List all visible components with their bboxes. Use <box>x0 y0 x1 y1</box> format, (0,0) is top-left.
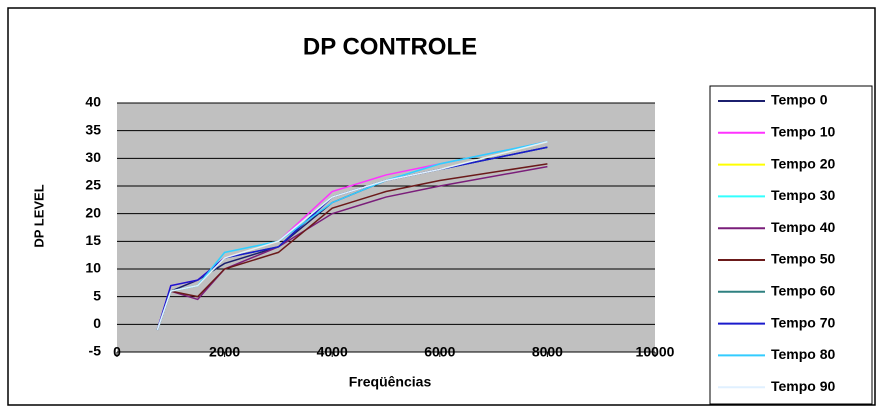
y-tick-label: 15 <box>85 232 101 248</box>
y-tick-label: 35 <box>85 121 101 137</box>
y-tick-label: 20 <box>85 204 101 220</box>
y-tick-label: -5 <box>89 343 102 359</box>
y-axis-label: DP LEVEL <box>31 184 46 247</box>
series-line <box>156 141 548 331</box>
legend-label: Tempo 0 <box>771 92 828 108</box>
x-tick-label: 8000 <box>532 344 563 360</box>
legend-label: Tempo 50 <box>771 251 836 267</box>
x-tick-label: 4000 <box>317 344 348 360</box>
legend-label: Tempo 10 <box>771 124 836 140</box>
y-tick-label: 25 <box>85 177 101 193</box>
legend-label: Tempo 40 <box>771 219 836 235</box>
x-tick-label: 10000 <box>636 344 675 360</box>
legend-label: Tempo 20 <box>771 155 836 171</box>
series-line <box>156 163 548 331</box>
y-tick-label: 40 <box>85 94 101 110</box>
legend-label: Tempo 80 <box>771 346 836 362</box>
plot-area <box>117 103 655 352</box>
x-tick-label: 6000 <box>424 344 455 360</box>
chart-title: DP CONTROLE <box>303 33 477 60</box>
y-tick-label: 5 <box>93 287 101 303</box>
legend-box <box>709 85 873 405</box>
y-tick-label: 30 <box>85 149 101 165</box>
legend-label: Tempo 70 <box>771 314 836 330</box>
y-tick-label: 10 <box>85 260 101 276</box>
y-tick-label: 0 <box>93 315 101 331</box>
x-axis-label: Freqüências <box>349 374 432 390</box>
legend-label: Tempo 60 <box>771 283 836 299</box>
x-tick-label: 0 <box>113 344 121 360</box>
legend-label: Tempo 30 <box>771 187 836 203</box>
x-tick-label: 2000 <box>209 344 240 360</box>
legend-label: Tempo 90 <box>771 378 836 394</box>
